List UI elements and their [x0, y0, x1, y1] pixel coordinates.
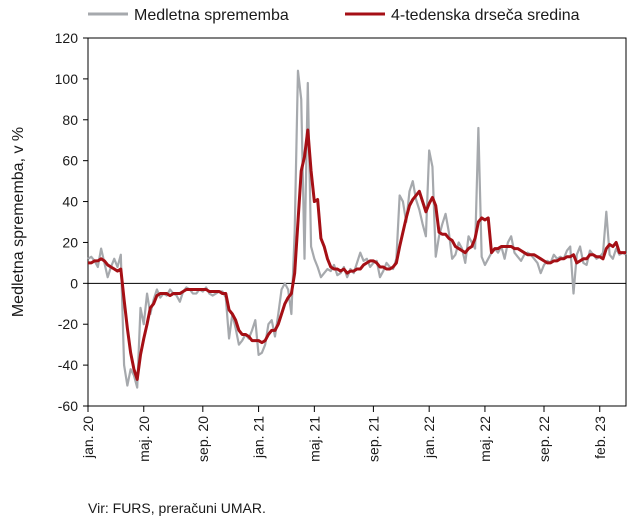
plot-area-frame — [87, 37, 627, 407]
source-note: Vir: FURS, preračuni UMAR. — [88, 500, 266, 516]
y-tick-label: 40 — [62, 194, 78, 210]
x-tick-label: maj. 20 — [136, 416, 152, 462]
y-axis-title: Medletna sprememba, v % — [10, 127, 27, 317]
x-tick-label: maj. 21 — [306, 416, 322, 462]
x-tick-label: sep. 20 — [195, 416, 211, 462]
x-tick-label: jan. 22 — [421, 416, 437, 459]
y-tick-label: 80 — [62, 112, 78, 128]
y-tick-label: 60 — [62, 153, 78, 169]
y-tick-label: -60 — [58, 398, 78, 414]
x-tick-label: feb. 23 — [592, 416, 608, 459]
x-tick-label: sep. 22 — [536, 416, 552, 462]
y-tick-label: -40 — [58, 357, 78, 373]
x-tick-label: jan. 20 — [80, 416, 96, 459]
y-tick-label: -20 — [58, 316, 78, 332]
series-2-line — [88, 128, 626, 381]
data-points — [87, 70, 627, 388]
y-tick-label: 0 — [70, 275, 78, 291]
legend: Medletna sprememba 4-tedenska drseča sre… — [88, 7, 580, 24]
x-axis: jan. 20 maj. 20 sep. 20 jan. 21 maj. 21 sep. … — [80, 406, 608, 462]
x-tick-label: maj. 22 — [477, 416, 493, 462]
x-tick-label: sep. 21 — [365, 416, 381, 462]
y-tick-label: 100 — [55, 71, 79, 87]
legend-label-series-2: 4-tedenska drseča sredina — [391, 7, 580, 24]
y-tick-label: 120 — [55, 30, 79, 46]
y-axis: -60 -40 -20 0 20 40 60 80 100 120 — [55, 30, 88, 414]
y-tick-label: 20 — [62, 234, 78, 250]
legend-label-series-1: Medletna sprememba — [134, 7, 289, 24]
x-tick-label: jan. 21 — [251, 416, 267, 459]
series-1-line — [87, 69, 627, 389]
